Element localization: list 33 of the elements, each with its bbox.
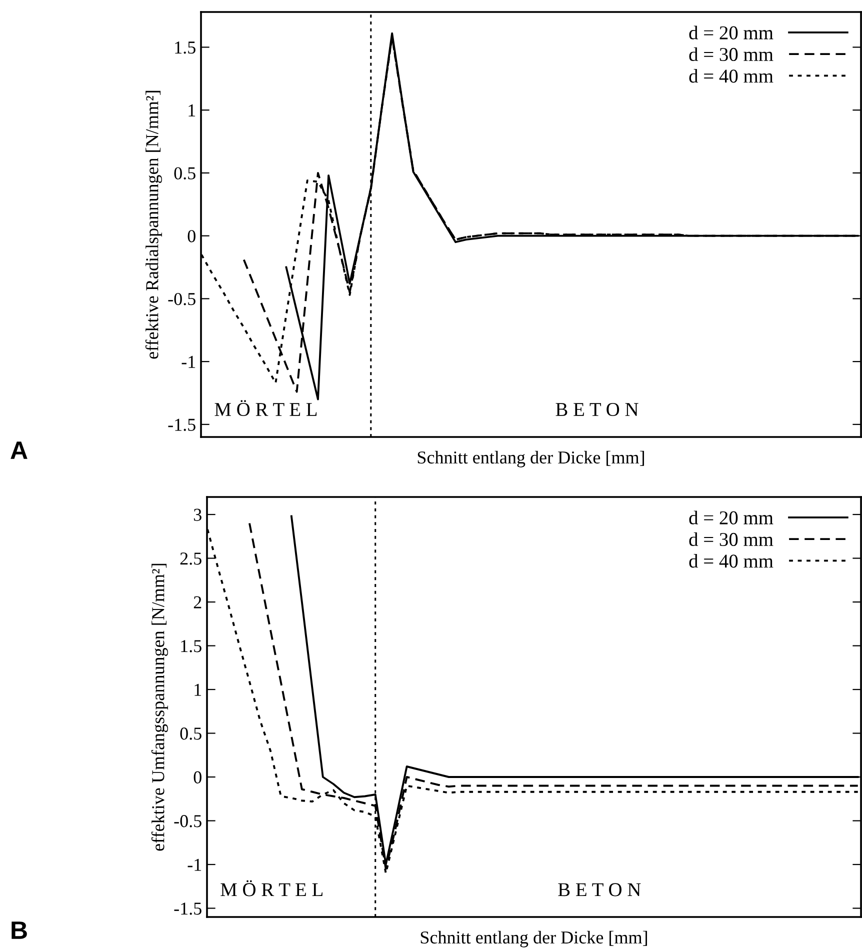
y-tick-label: 3: [194, 508, 202, 521]
annotation: B E T O N: [558, 883, 641, 896]
legend-label: d = 30 mm: [689, 532, 774, 546]
y-tick-label: -0.5: [168, 292, 196, 306]
y-tick-label: -1.5: [174, 902, 202, 915]
y-tick-label: -1.5: [168, 418, 196, 431]
y-tick-label: 1: [188, 104, 196, 116]
text: B: [12, 922, 27, 939]
y-axis-title: effektive Umfangsspannungen [N/mm²]: [151, 564, 168, 851]
x-axis-title: Schnitt entlang der Dicke [mm]: [418, 450, 644, 468]
y-tick-label: -1: [188, 858, 202, 871]
y-tick-label: 0.5: [174, 167, 196, 180]
y-tick-label: 1.5: [175, 42, 196, 54]
legend-label: d = 20 mm: [689, 510, 774, 524]
annotation: M Ö R T E L: [214, 400, 317, 416]
y-axis-title: effektive Radialspannungen [N/mm²]: [145, 90, 162, 359]
legend-label: d = 40 mm: [689, 554, 774, 568]
legend-label: d = 20 mm: [689, 26, 774, 40]
annotation: B E T O N: [556, 402, 638, 416]
y-tick-label: 0: [194, 771, 202, 784]
y-tick-label: 0: [188, 230, 196, 242]
y-tick-label: -1: [182, 356, 196, 368]
annotation: M Ö R T E L: [220, 880, 322, 896]
y-tick-label: 2.5: [180, 552, 202, 565]
y-tick-label: 1: [194, 684, 202, 696]
text: A: [10, 442, 28, 459]
y-tick-label: 0.5: [180, 728, 202, 740]
legend-label: d = 30 mm: [689, 47, 774, 62]
y-tick-label: 1.5: [181, 640, 202, 652]
x-axis-title: Schnitt entlang der Dicke [mm]: [420, 930, 647, 948]
legend-label: d = 40 mm: [689, 69, 774, 83]
y-tick-label: -0.5: [174, 815, 202, 828]
y-tick-label: 2: [194, 596, 202, 608]
